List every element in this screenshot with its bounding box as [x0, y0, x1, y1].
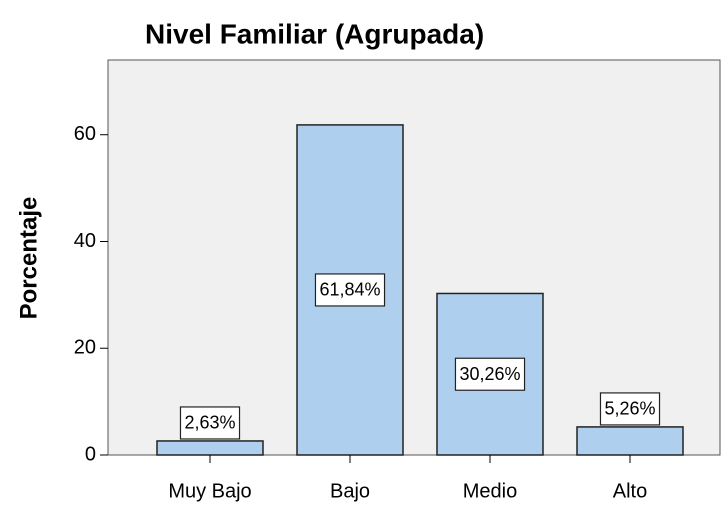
- bar: [156, 440, 264, 456]
- x-tick-label: Alto: [613, 480, 647, 502]
- y-tick-label: 40: [74, 230, 96, 252]
- plot-area: [107, 59, 721, 456]
- value-label-box: [454, 357, 526, 391]
- x-tick-label: Muy Bajo: [168, 480, 251, 502]
- value-label: 5,26%: [604, 399, 655, 419]
- value-label: 61,84%: [319, 280, 380, 300]
- value-label: 2,63%: [184, 413, 235, 433]
- y-axis-label: Porcentaje: [15, 197, 42, 320]
- chart-title: Nivel Familiar (Agrupada): [145, 18, 484, 49]
- y-tick-label: 0: [85, 443, 96, 465]
- x-tick-label: Bajo: [330, 480, 370, 502]
- y-tick-label: 60: [74, 123, 96, 145]
- x-tick-label: Medio: [463, 480, 517, 502]
- bar: [576, 426, 684, 456]
- value-label-box: [599, 392, 661, 426]
- y-tick-label: 20: [74, 337, 96, 359]
- value-label-box: [179, 406, 241, 440]
- value-label: 30,26%: [459, 364, 520, 384]
- value-label-box: [314, 273, 386, 307]
